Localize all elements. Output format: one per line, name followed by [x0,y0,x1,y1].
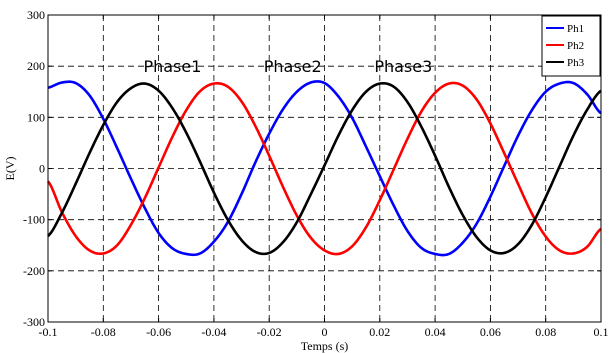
series-line-ph1 [47,80,602,257]
legend: Ph1 Ph2 Ph3 [541,15,601,77]
y-tick-label: -300 [23,315,45,329]
y-tick-label: 300 [27,8,45,22]
annotation-phase1: Phase1 [143,57,201,76]
x-tick-label: 0.02 [369,325,390,339]
legend-label-ph2: Ph2 [567,40,584,52]
series-layer [46,80,602,257]
annotation-phase2: Phase2 [264,57,322,76]
annotation-phase3: Phase3 [374,57,432,76]
x-axis: -0.1 -0.08 -0.06 -0.04 -0.02 0 0.02 0.04 0.06 0.0… [39,15,609,339]
x-tick-label: 0.1 [594,325,609,339]
x-axis-title: Temps (s) [301,339,348,353]
y-axis-title: E(V) [3,157,17,181]
y-tick-label: 100 [27,110,45,124]
x-tick-label: -0.1 [39,325,58,339]
x-tick-label: -0.06 [146,325,171,339]
x-tick-label: 0.06 [480,325,501,339]
y-tick-label: 0 [39,162,45,176]
x-tick-label: 0.04 [425,325,446,339]
x-tick-label: 0.08 [535,325,556,339]
y-tick-label: -200 [23,264,45,278]
legend-label-ph3: Ph3 [567,57,585,69]
series-line-ph3 [47,81,602,256]
series-line-ph2 [46,81,602,256]
x-tick-label: -0.02 [257,325,282,339]
y-tick-label: 200 [27,59,45,73]
annotations: Phase1 Phase2 Phase3 [143,57,432,76]
x-tick-label: 0 [322,325,328,339]
x-tick-label: -0.04 [201,325,226,339]
legend-label-ph1: Ph1 [567,23,584,35]
grid [48,15,601,322]
y-tick-label: -100 [23,213,45,227]
y-axis: -300 -200 -100 0 100 200 300 [23,8,601,329]
x-tick-label: -0.08 [91,325,116,339]
